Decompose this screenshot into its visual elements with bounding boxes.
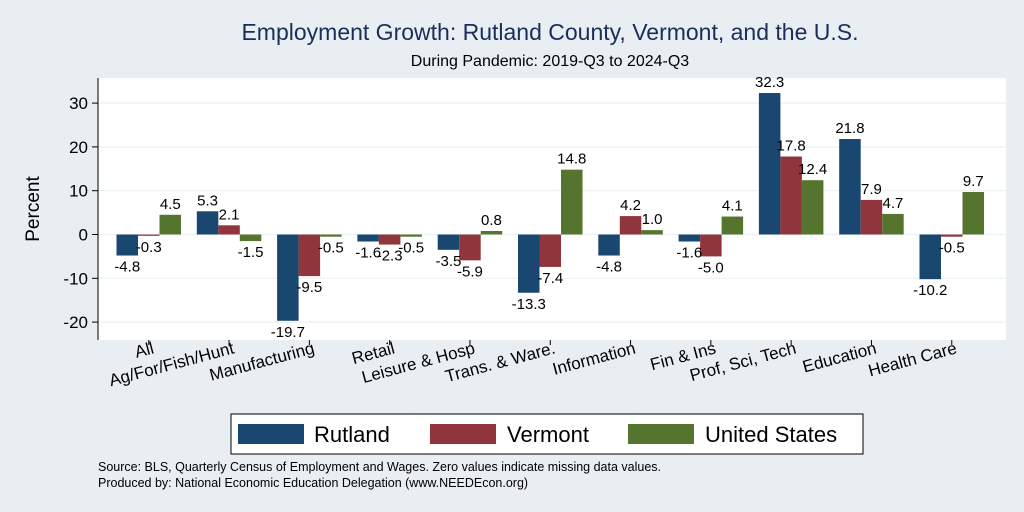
data-label: -1.5 [238, 244, 264, 261]
y-tick-label: 30 [69, 94, 88, 113]
bar-rutland-manufacturing [277, 234, 299, 321]
bar-vermont-ag-for-fish-hunt [218, 225, 240, 235]
bar-vermont-fin-ins [700, 234, 722, 257]
data-label: 32.3 [755, 74, 784, 91]
bar-united-states-information [641, 230, 663, 235]
data-label: -0.3 [136, 239, 162, 256]
data-label: -2.3 [377, 248, 403, 265]
legend-label-rutland: Rutland [314, 422, 390, 447]
bar-united-states-trans-ware [561, 169, 583, 235]
bar-rutland-retail [357, 234, 379, 242]
data-label: -4.8 [596, 259, 622, 276]
data-label: -1.6 [676, 245, 702, 262]
data-label: -13.3 [512, 296, 546, 313]
y-tick-label: -10 [63, 269, 88, 288]
legend: Rutland Vermont United States [230, 413, 864, 455]
data-label: 5.3 [197, 192, 218, 209]
chart-title: Employment Growth: Rutland County, Vermo… [241, 19, 858, 45]
data-label: -4.8 [114, 259, 140, 276]
produced-by-note: Produced by: National Economic Education… [98, 476, 528, 490]
data-label: 9.7 [963, 173, 984, 190]
legend-swatch-vermont [430, 424, 496, 444]
data-label: 21.8 [835, 120, 864, 137]
source-note: Source: BLS, Quarterly Census of Employm… [98, 460, 661, 474]
data-label: -0.5 [939, 240, 965, 257]
data-label: -0.5 [398, 240, 424, 257]
data-label: -0.5 [318, 240, 344, 257]
bar-united-states-prof-sci-tech [801, 180, 824, 235]
bar-vermont-prof-sci-tech [780, 156, 802, 235]
bar-vermont-all [138, 234, 160, 236]
bars [116, 93, 984, 321]
data-label: 4.5 [160, 196, 181, 213]
bar-rutland-health-care [919, 234, 941, 280]
bar-rutland-information [598, 234, 620, 256]
y-tick-label: -20 [63, 313, 88, 332]
bar-vermont-trans-ware [539, 234, 561, 267]
bar-rutland-trans-ware [518, 234, 540, 293]
data-label: 4.1 [722, 198, 743, 215]
bar-united-states-fin-ins [721, 216, 744, 235]
bar-united-states-ag-for-fish-hunt [239, 234, 262, 242]
data-labels: -4.8-0.34.5 5.32.1-1.5-19.7-9.5-0.5 -1.6-2… [114, 74, 983, 341]
y-axis-ticks: -20 -10 0 10 20 30 [63, 94, 98, 332]
y-tick-label: 0 [79, 226, 88, 245]
category-label-all: All [133, 339, 156, 362]
data-label: 4.2 [620, 197, 641, 214]
bar-vermont-manufacturing [298, 234, 321, 277]
bar-united-states-retail [400, 234, 422, 237]
bar-rutland-ag-for-fish-hunt [196, 211, 219, 235]
bar-rutland-fin-ins [678, 234, 701, 242]
legend-label-vermont: Vermont [507, 422, 589, 447]
bar-vermont-leisure-hosp [459, 234, 481, 261]
data-label: -19.7 [271, 324, 305, 341]
bar-united-states-manufacturing [320, 234, 342, 237]
data-label: -5.0 [698, 259, 724, 276]
data-label: -9.5 [296, 279, 322, 296]
chart-subtitle: During Pandemic: 2019-Q3 to 2024-Q3 [411, 53, 689, 70]
bar-rutland-prof-sci-tech [758, 93, 781, 235]
data-label: 0.8 [481, 212, 502, 229]
data-label: -5.9 [457, 263, 483, 280]
data-label: 7.9 [861, 181, 882, 198]
data-label: 17.8 [777, 138, 806, 155]
bar-rutland-leisure-hosp [437, 234, 460, 250]
data-label: -1.6 [355, 245, 381, 262]
bar-vermont-education [860, 199, 883, 235]
legend-swatch-united-states [628, 424, 694, 444]
bar-vermont-information [619, 216, 642, 235]
bar-united-states-leisure-hosp [480, 230, 503, 235]
y-tick-label: 20 [69, 138, 88, 157]
bar-vermont-health-care [941, 234, 963, 237]
data-label: 14.8 [557, 151, 586, 168]
legend-label-united-states: United States [705, 422, 837, 447]
bar-rutland-education [839, 139, 861, 235]
data-label: 4.7 [883, 195, 904, 212]
y-axis-label: Percent [23, 176, 44, 242]
bar-rutland-all [116, 234, 138, 256]
data-label: 1.0 [642, 211, 663, 228]
data-label: -10.2 [913, 282, 947, 299]
bar-united-states-all [159, 214, 181, 235]
data-label: 12.4 [798, 161, 827, 178]
bar-united-states-health-care [962, 192, 984, 235]
data-label: -3.5 [436, 253, 462, 270]
bar-vermont-retail [378, 234, 401, 245]
legend-box [230, 413, 864, 455]
data-label: 2.1 [219, 206, 240, 223]
data-label: -7.4 [537, 270, 563, 287]
bar-united-states-education [882, 213, 904, 235]
legend-swatch-rutland [238, 424, 304, 444]
y-tick-label: 10 [69, 182, 88, 201]
